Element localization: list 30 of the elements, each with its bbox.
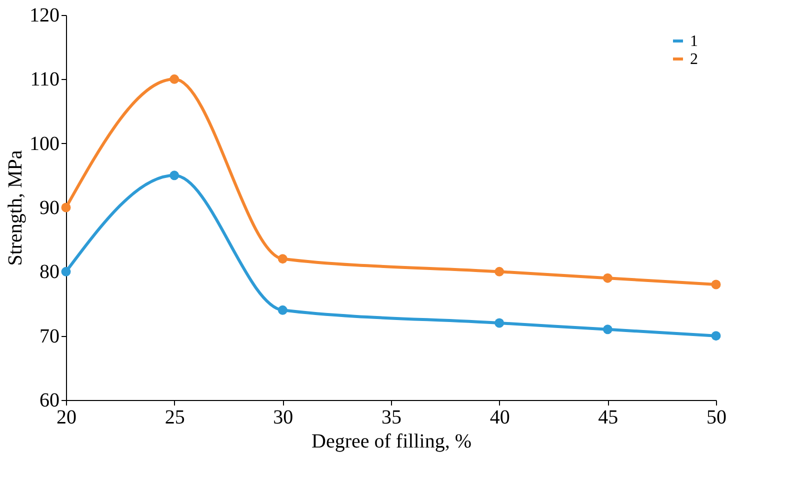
y-tick-label: 100 bbox=[30, 132, 60, 155]
point bbox=[711, 331, 721, 341]
x-tick-label: 20 bbox=[56, 406, 76, 428]
y-tick-label: 110 bbox=[30, 68, 60, 91]
y-tick-label: 70 bbox=[40, 325, 60, 348]
x-tick-label: 40 bbox=[490, 406, 510, 428]
point bbox=[711, 280, 721, 290]
point bbox=[61, 202, 71, 212]
point bbox=[494, 266, 504, 276]
point bbox=[494, 318, 504, 328]
y-tick-label: 120 bbox=[30, 4, 60, 26]
y-axis-title: Strength, MPa bbox=[4, 150, 26, 266]
point bbox=[278, 254, 288, 264]
y-tick-label: 60 bbox=[40, 390, 60, 412]
point bbox=[61, 266, 71, 276]
point bbox=[602, 273, 612, 283]
x-tick-label: 30 bbox=[273, 406, 294, 428]
x-tick-label: 25 bbox=[164, 406, 185, 428]
x-axis-title: Degree of filling, % bbox=[312, 430, 472, 452]
x-tick-label: 45 bbox=[598, 406, 618, 428]
legend-label: 2 bbox=[690, 51, 698, 68]
point bbox=[602, 324, 612, 334]
y-tick-label: 90 bbox=[40, 197, 60, 219]
y-tick-label: 80 bbox=[40, 261, 60, 284]
x-tick-label: 50 bbox=[706, 406, 726, 428]
legend-label: 1 bbox=[690, 33, 698, 50]
point bbox=[170, 74, 180, 84]
point bbox=[278, 305, 288, 315]
x-tick-label: 35 bbox=[382, 406, 402, 428]
point bbox=[170, 170, 180, 180]
